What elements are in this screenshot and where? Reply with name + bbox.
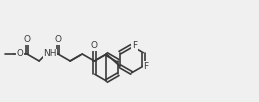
- Text: F: F: [132, 41, 137, 50]
- Text: O: O: [24, 35, 31, 44]
- Text: O: O: [54, 35, 61, 44]
- Text: F: F: [143, 62, 149, 71]
- Text: NH: NH: [43, 49, 57, 59]
- Text: O: O: [17, 49, 23, 59]
- Text: O: O: [91, 42, 98, 50]
